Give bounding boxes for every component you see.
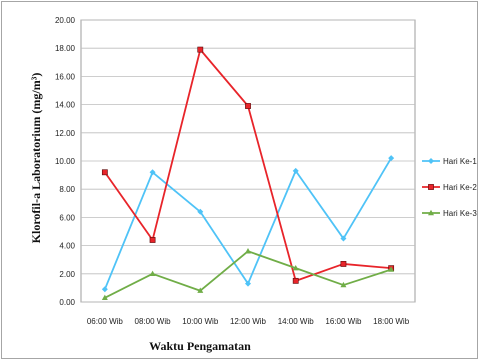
x-tick-label: 12:00 Wib (230, 317, 267, 326)
data-point (292, 264, 299, 271)
data-point (149, 237, 156, 243)
legend-marker (428, 209, 434, 216)
data-point (149, 270, 156, 276)
x-axis-title: Waktu Pengamatan (149, 339, 251, 353)
data-point (197, 208, 204, 215)
y-tick-label: 14.00 (55, 101, 76, 110)
y-tick-label: 0.00 (59, 298, 75, 307)
legend: Hari Ke-1 Hari Ke-2 Hari Ke-3 (422, 157, 477, 218)
data-point (101, 294, 108, 300)
y-tick-label: 12.00 (55, 129, 76, 138)
legend-marker (428, 158, 434, 164)
data-point (101, 169, 108, 176)
x-axis-ticks: 06:00 Wib 08:00 Wib 10:00 Wib 12:00 Wib 14:0… (87, 317, 410, 326)
series-group (101, 46, 395, 300)
data-point (340, 235, 347, 242)
x-tick-label: 08:00 Wib (135, 317, 172, 326)
data-point (340, 281, 347, 288)
data-point (245, 280, 251, 287)
y-axis-title: Klorofil-a Laboratorium (mg/m³) (29, 73, 43, 244)
y-tick-label: 6.00 (59, 213, 75, 222)
x-tick-label: 14:00 Wib (278, 317, 315, 326)
y-tick-label: 4.00 (59, 242, 75, 251)
x-tick-label: 16:00 Wib (325, 317, 362, 326)
data-point (340, 261, 347, 267)
series-line-1 (104, 157, 392, 290)
legend-label: Hari Ke-1 (443, 157, 477, 166)
data-point (388, 155, 395, 162)
y-tick-label: 20.00 (55, 16, 76, 25)
data-point (292, 167, 299, 174)
y-tick-label: 2.00 (59, 270, 75, 279)
y-tick-label: 16.00 (55, 72, 76, 81)
series-line-2 (104, 48, 392, 282)
data-point (101, 286, 108, 293)
data-point (292, 277, 299, 284)
y-tick-label: 8.00 (59, 185, 75, 194)
data-point (149, 169, 156, 176)
x-tick-label: 06:00 Wib (87, 317, 124, 326)
legend-marker (428, 184, 434, 190)
data-point (245, 103, 251, 109)
data-point (197, 46, 204, 53)
legend-label: Hari Ke-2 (443, 183, 477, 192)
series-line-3 (104, 250, 392, 299)
data-point (197, 287, 204, 293)
y-tick-label: 10.00 (55, 157, 76, 166)
x-tick-label: 18:00 Wib (373, 317, 410, 326)
data-point (388, 266, 395, 272)
y-tick-label: 18.00 (55, 44, 76, 53)
legend-label: Hari Ke-3 (443, 209, 477, 218)
data-point (245, 248, 251, 254)
x-tick-label: 10:00 Wib (182, 317, 219, 326)
y-axis-ticks: 0.00 2.00 4.00 6.00 8.00 10.00 12.00 14.00 16.00… (55, 16, 76, 307)
gridlines (80, 19, 416, 303)
